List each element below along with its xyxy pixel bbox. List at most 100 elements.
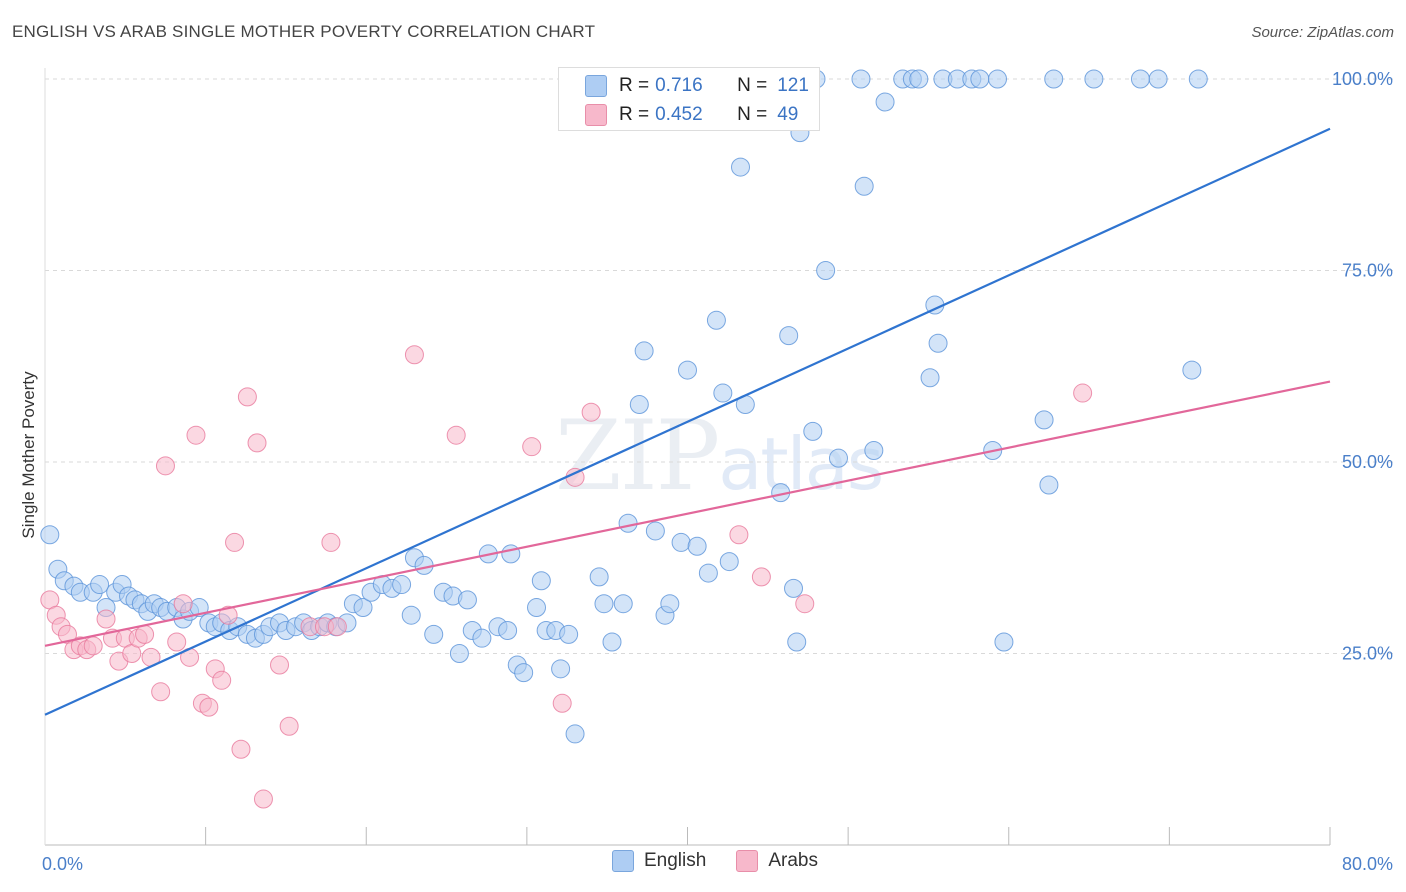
arabs-point bbox=[186, 425, 206, 445]
tick-labels: 25.0% 50.0% 75.0% 100.0% 0.0% 80.0% bbox=[42, 69, 1393, 874]
english-points bbox=[40, 69, 1208, 744]
arabs-point bbox=[729, 525, 749, 545]
english-point bbox=[594, 594, 614, 614]
arabs-point bbox=[96, 609, 116, 629]
arabs-points bbox=[40, 345, 1093, 809]
english-point bbox=[472, 628, 492, 648]
bottom-legend-swatch-english bbox=[612, 850, 634, 872]
legend: R = 0.716 N = 121 R = 0.452 N = 49 bbox=[558, 67, 820, 131]
english-point bbox=[1148, 69, 1168, 89]
y-tick-label: 50.0% bbox=[1342, 452, 1393, 472]
english-point bbox=[527, 598, 547, 618]
english-point bbox=[392, 575, 412, 595]
axes bbox=[44, 68, 1331, 846]
arabs-point bbox=[327, 617, 347, 637]
x-tick-label: 80.0% bbox=[1342, 854, 1393, 874]
arabs-point bbox=[751, 567, 771, 587]
english-point bbox=[706, 310, 726, 330]
bottom-legend-arabs[interactable]: Arabs bbox=[736, 850, 818, 872]
english-point bbox=[828, 448, 848, 468]
english-point bbox=[514, 663, 534, 683]
english-point bbox=[629, 395, 649, 415]
arabs-point bbox=[321, 532, 341, 552]
arabs-point bbox=[83, 636, 103, 656]
legend-n-value: 121 bbox=[777, 75, 809, 96]
y-tick-label: 75.0% bbox=[1342, 261, 1393, 281]
arabs-point bbox=[522, 437, 542, 457]
arabs-point bbox=[212, 670, 232, 690]
english-point bbox=[501, 544, 521, 564]
source-label: Source: ZipAtlas.com bbox=[1251, 24, 1394, 41]
english-point bbox=[671, 532, 691, 552]
english-point bbox=[784, 578, 804, 598]
english-point bbox=[401, 605, 421, 625]
english-point bbox=[731, 157, 751, 177]
english-point bbox=[40, 525, 60, 545]
y-axis-label: Single Mother Poverty bbox=[19, 371, 38, 539]
arabs-point bbox=[581, 402, 601, 422]
english-point bbox=[719, 552, 739, 572]
legend-row-arabs: R = 0.452 N = 49 bbox=[559, 100, 798, 130]
arabs-point bbox=[795, 594, 815, 614]
english-point bbox=[551, 659, 571, 679]
arabs-point bbox=[225, 532, 245, 552]
bottom-legend-english[interactable]: English bbox=[612, 850, 706, 872]
arabs-point bbox=[173, 594, 193, 614]
arabs-point bbox=[253, 789, 273, 809]
bottom-legend-swatch-arabs bbox=[736, 850, 759, 872]
english-point bbox=[687, 536, 707, 556]
trend-lines bbox=[44, 127, 1331, 716]
chart-title: ENGLISH VS ARAB SINGLE MOTHER POVERTY CO… bbox=[12, 22, 596, 41]
legend-r-value: 0.452 bbox=[655, 104, 703, 125]
english-point bbox=[851, 69, 871, 89]
watermark-atlas: atlas bbox=[718, 422, 884, 506]
legend-row-english: R = 0.716 N = 121 bbox=[559, 71, 809, 101]
arabs-point bbox=[151, 682, 171, 702]
english-point bbox=[1084, 69, 1104, 89]
english-point bbox=[602, 632, 622, 652]
english-point bbox=[498, 621, 518, 641]
english-point bbox=[970, 69, 990, 89]
english-point bbox=[634, 341, 654, 361]
english-point bbox=[779, 326, 799, 346]
legend-r-label: R = bbox=[619, 104, 650, 125]
english-point bbox=[618, 513, 638, 533]
english-point bbox=[994, 632, 1014, 652]
english-point bbox=[864, 441, 884, 461]
arabs-point bbox=[279, 716, 299, 736]
arabs-point bbox=[404, 345, 424, 365]
english-point bbox=[787, 632, 807, 652]
bottom-legend: English Arabs bbox=[612, 850, 848, 872]
english-point bbox=[988, 69, 1008, 89]
english-point bbox=[875, 92, 895, 112]
arabs-point bbox=[155, 456, 175, 476]
x-tick-label: 0.0% bbox=[42, 854, 83, 874]
english-point bbox=[678, 360, 697, 380]
english-point bbox=[1130, 69, 1150, 89]
english-point bbox=[1034, 410, 1054, 430]
legend-swatch-arabs bbox=[585, 104, 607, 126]
english-point bbox=[660, 594, 680, 614]
bottom-legend-label-arabs: Arabs bbox=[768, 850, 818, 871]
english-point bbox=[90, 575, 110, 595]
english-point bbox=[854, 176, 874, 196]
english-point bbox=[457, 590, 477, 610]
y-tick-label: 100.0% bbox=[1332, 69, 1393, 89]
arabs-point bbox=[1073, 383, 1093, 403]
english-point bbox=[1182, 360, 1202, 380]
english-point bbox=[565, 724, 585, 744]
english-point bbox=[353, 598, 373, 618]
legend-r-value: 0.716 bbox=[655, 75, 703, 96]
english-point bbox=[449, 644, 469, 663]
english-point bbox=[559, 624, 579, 644]
english-point bbox=[589, 567, 609, 587]
legend-swatch-english bbox=[585, 75, 607, 97]
arabs-point bbox=[270, 655, 290, 675]
english-point bbox=[698, 563, 718, 583]
english-point bbox=[424, 624, 444, 644]
english-point bbox=[909, 69, 929, 89]
arabs-point bbox=[167, 632, 187, 652]
english-point bbox=[928, 333, 948, 353]
arabs-point bbox=[218, 605, 238, 625]
